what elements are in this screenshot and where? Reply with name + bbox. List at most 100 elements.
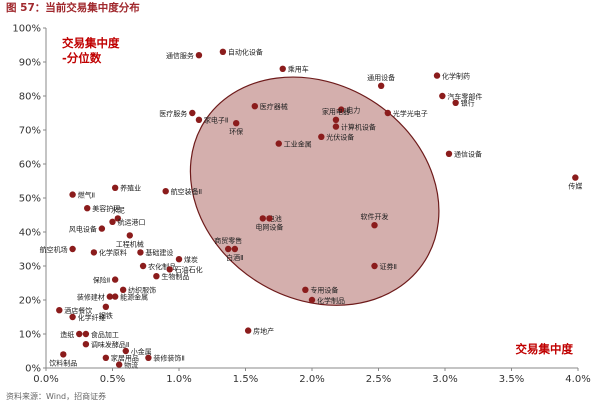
y-axis-label-line2: -分位数 — [62, 51, 102, 65]
data-point-label: 光伏设备 — [326, 133, 354, 142]
data-point-label: 美容护理 — [92, 204, 120, 213]
data-point — [69, 245, 76, 253]
data-point — [119, 286, 127, 293]
data-point — [279, 65, 286, 73]
data-point-label: 工业金属 — [284, 139, 312, 148]
data-point — [153, 273, 160, 280]
data-point-label: 饮料制品 — [49, 358, 77, 367]
data-point-label: 食品加工 — [91, 330, 119, 339]
data-point — [175, 256, 183, 263]
data-point-label: 造纸 — [60, 330, 74, 339]
y-tick-label: 30% — [19, 262, 41, 273]
data-point-label: 石油石化 — [175, 265, 203, 274]
data-point-label: 生物制品 — [161, 272, 189, 281]
data-point — [266, 215, 273, 222]
data-point-label: 调味发酵品Ⅱ — [91, 340, 129, 349]
data-point — [114, 215, 122, 222]
data-point — [377, 82, 385, 90]
data-point-label: 专用设备 — [310, 286, 338, 295]
y-tick-label: 70% — [19, 126, 41, 137]
data-point-label: 家用电器 — [322, 107, 350, 116]
y-tick-label: 0% — [25, 364, 41, 375]
data-point — [137, 249, 144, 256]
data-point-label: 水泥 — [111, 205, 125, 214]
figure-title: 图 57：当前交易集中度分布 — [6, 2, 140, 14]
data-point-label: 软件开发 — [361, 212, 389, 221]
data-point — [445, 150, 453, 157]
data-point — [76, 330, 83, 338]
data-point — [225, 245, 232, 253]
data-point — [371, 222, 378, 229]
data-point — [102, 303, 110, 310]
data-point — [111, 293, 119, 300]
data-point-label: 计算机设备 — [341, 122, 376, 131]
x-tick-label: 3.0% — [432, 374, 457, 385]
y-axis-label-line1: 交易集中度 — [62, 36, 120, 50]
data-point — [189, 109, 196, 117]
x-tick-label: 1.0% — [166, 374, 191, 385]
data-point-label: 小金属 — [131, 347, 152, 356]
data-point — [232, 120, 240, 127]
y-tick-label: 80% — [19, 92, 41, 103]
data-point — [122, 347, 129, 355]
data-point — [145, 354, 152, 361]
data-point — [90, 249, 98, 256]
data-point-label: 风电设备 — [69, 224, 97, 233]
data-point-label: 医疗器械 — [260, 102, 288, 111]
data-point-label: 燃气Ⅱ — [78, 190, 95, 199]
data-point-label: 煤炭 — [184, 255, 198, 264]
y-tick-label: 20% — [19, 296, 41, 307]
data-point-label: 保险Ⅱ — [93, 275, 110, 284]
data-point — [195, 52, 203, 59]
data-point — [69, 313, 76, 321]
source-note: 资料来源：Wind，招商证券 — [6, 392, 107, 401]
data-point-label: 传媒 — [568, 182, 582, 191]
data-point-label: 工程机械 — [116, 239, 144, 248]
x-tick-label: 4.0% — [565, 374, 590, 385]
data-point — [115, 361, 123, 368]
data-point-label: 银行 — [461, 99, 475, 108]
x-tick-label: 2.5% — [366, 374, 391, 385]
data-point — [371, 262, 378, 270]
data-point-label: 家居用品 — [111, 354, 139, 363]
data-point-label: 能源金属 — [120, 292, 148, 301]
y-tick-label: 100% — [12, 24, 41, 35]
data-point — [109, 218, 116, 225]
x-tick-label: 2.0% — [299, 374, 324, 385]
data-point-label: 化学纤维 — [78, 313, 106, 322]
data-point-label: 养殖业 — [120, 184, 141, 193]
data-point — [102, 354, 110, 361]
data-point — [82, 341, 90, 348]
data-point — [332, 116, 340, 124]
data-point-label: 装修建材 — [77, 292, 105, 301]
data-point-label: 医疗服务 — [159, 109, 187, 118]
data-point — [84, 205, 91, 212]
data-point-label: 通信设备 — [454, 150, 482, 159]
data-point-label: 装修装饰Ⅱ — [153, 354, 184, 363]
axes-layer: 0% 10% 20% 30% 40% 50% 60% 70% 80% 90% 100% 0.0% 0.5… — [12, 24, 590, 386]
data-point-label: 商贸零售 — [214, 236, 242, 245]
data-point-label: 证券Ⅱ — [380, 262, 397, 271]
data-point-label: 化学制品 — [317, 296, 345, 305]
data-point-label: 纺织服饰 — [128, 286, 156, 295]
x-tick-label: 1.5% — [233, 374, 258, 385]
data-point — [251, 103, 259, 110]
y-tick-label: 50% — [19, 194, 41, 205]
data-point — [111, 184, 119, 191]
data-point-label: 电池 — [268, 214, 282, 223]
data-point — [139, 262, 147, 270]
data-point — [60, 351, 67, 358]
data-point — [452, 99, 459, 107]
y-tick-label: 60% — [19, 160, 41, 171]
data-point — [166, 266, 173, 273]
x-tick-label: 0.5% — [100, 374, 125, 385]
y-tick-label: 10% — [19, 330, 41, 341]
data-point-label: 化学制药 — [442, 71, 470, 80]
data-point — [162, 188, 169, 195]
data-point — [439, 92, 446, 100]
data-point-label: 电力 — [346, 105, 360, 114]
data-point — [275, 140, 282, 147]
data-point — [318, 133, 325, 140]
data-point-label: 航运港口 — [118, 218, 146, 227]
